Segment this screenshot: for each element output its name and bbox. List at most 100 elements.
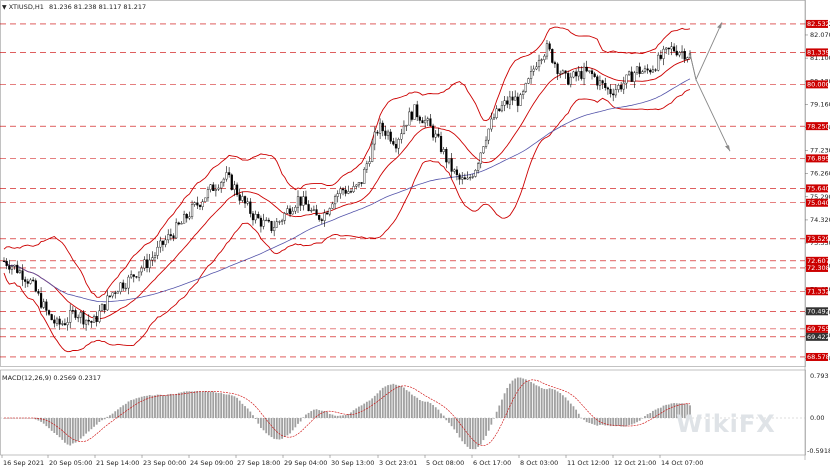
candle-body: [490, 118, 493, 130]
candle-body: [651, 69, 655, 73]
macd-histogram-bar: [246, 408, 249, 418]
macd-histogram-bar: [159, 394, 162, 418]
projection-layer: [689, 22, 731, 152]
macd-histogram-bar: [434, 407, 437, 418]
macd-histogram-bar: [463, 418, 466, 445]
candle-body: [625, 74, 628, 84]
time-tick-label: 11 Oct 12:00: [567, 459, 609, 467]
candle-body: [69, 310, 72, 323]
time-tick-label: 12 Oct 21:00: [614, 459, 656, 467]
macd-histogram-bar: [493, 418, 495, 419]
candle-body: [42, 301, 45, 308]
macd-histogram-bar: [320, 410, 323, 418]
candle-body: [527, 78, 530, 84]
level-badge-label: 73.529: [807, 235, 830, 243]
candle-body: [108, 295, 112, 297]
dropdown-chevron-icon[interactable]: ▼: [2, 4, 7, 11]
candle-body: [188, 216, 191, 219]
candle-body: [98, 310, 101, 322]
bollinger-lower-line: [3, 89, 691, 353]
macd-histogram-bar: [58, 418, 61, 438]
macd-histogram-bar: [50, 418, 53, 431]
candle-body: [243, 196, 247, 204]
macd-histogram-bar: [471, 418, 474, 450]
macd-histogram-bar: [339, 415, 342, 418]
macd-histogram-bar: [87, 418, 90, 432]
macd-histogram-bar: [167, 394, 170, 418]
macd-histogram-bar: [267, 418, 270, 436]
candle-body: [228, 172, 231, 176]
macd-histogram-bar: [564, 397, 567, 418]
candle-body: [193, 202, 196, 205]
macd-histogram-bar: [109, 415, 111, 418]
candle-body: [259, 217, 263, 227]
time-tick-label: 3 Oct 23:01: [379, 459, 417, 467]
candle-body: [620, 85, 623, 90]
macd-histogram-bar: [172, 394, 175, 418]
candle-body: [55, 318, 59, 324]
candle-body: [241, 196, 244, 201]
price-tick-label: 73.350: [810, 239, 830, 247]
macd-histogram-bar: [119, 407, 122, 418]
candle-body: [543, 55, 546, 60]
macd-histogram-bar: [344, 414, 347, 418]
macd-histogram-bar: [678, 403, 681, 418]
macd-histogram-bar: [532, 383, 535, 418]
candle-body: [212, 184, 215, 191]
macd-histogram-bar: [254, 418, 257, 420]
candle-body: [540, 59, 543, 61]
macd-histogram-bar: [609, 418, 612, 427]
candle-body: [365, 163, 368, 170]
candle-body: [604, 83, 607, 88]
macd-histogram-bar: [683, 403, 686, 418]
level-badge: [806, 80, 828, 89]
macd-histogram-bar: [405, 390, 408, 418]
macd-histogram-bar: [601, 418, 604, 425]
macd-histogram-bar: [569, 403, 572, 418]
chart-header: ▼ XTIUSD,H1 81.236 81.238 81.117 81.217: [2, 3, 146, 11]
candle-body: [609, 88, 612, 95]
macd-histogram-bar: [103, 418, 106, 420]
candle-body: [95, 316, 98, 322]
projection-down-arrowhead: [725, 145, 730, 152]
macd-histogram-bar: [262, 418, 265, 431]
candle-body: [71, 310, 74, 312]
candle-body: [622, 82, 625, 90]
candle-body: [281, 220, 284, 222]
candle-body: [77, 316, 80, 319]
candle-body: [474, 170, 477, 177]
candle-body: [529, 70, 533, 79]
candle-body: [569, 76, 572, 85]
candle-body: [336, 193, 339, 197]
price-tick-label: 82.070: [810, 31, 830, 39]
macd-histogram-bar: [376, 393, 379, 418]
candle-body: [119, 282, 122, 292]
level-badge-label: 81.339: [807, 49, 830, 57]
candle-body: [278, 221, 281, 223]
candle-body: [601, 80, 604, 84]
macd-histogram-bar: [543, 388, 546, 418]
macd-histogram-bar: [74, 418, 77, 443]
candle-body: [323, 212, 326, 221]
macd-histogram-bar: [546, 389, 548, 418]
candle-body: [410, 111, 413, 120]
candle-body: [251, 213, 255, 221]
macd-histogram-bar: [477, 418, 480, 447]
candle-body: [296, 196, 300, 208]
macd-histogram-bar: [503, 393, 506, 418]
macd-histogram-bar: [130, 400, 133, 418]
candle-body: [13, 264, 16, 267]
level-badge: [806, 307, 828, 316]
macd-histogram-bar: [297, 418, 299, 424]
candle-body: [665, 47, 668, 50]
candle-body: [482, 146, 485, 154]
macd-histogram-bar: [426, 401, 429, 418]
macd-histogram-bar: [379, 390, 382, 418]
macd-histogram-bar: [519, 377, 522, 418]
time-tick-label: 20 Sep 05:00: [49, 459, 92, 467]
candle-body: [63, 323, 67, 326]
macd-histogram-bar: [8, 418, 11, 419]
macd-histogram-bar: [260, 418, 262, 428]
candle-body: [585, 66, 588, 72]
candle-body: [442, 149, 445, 152]
